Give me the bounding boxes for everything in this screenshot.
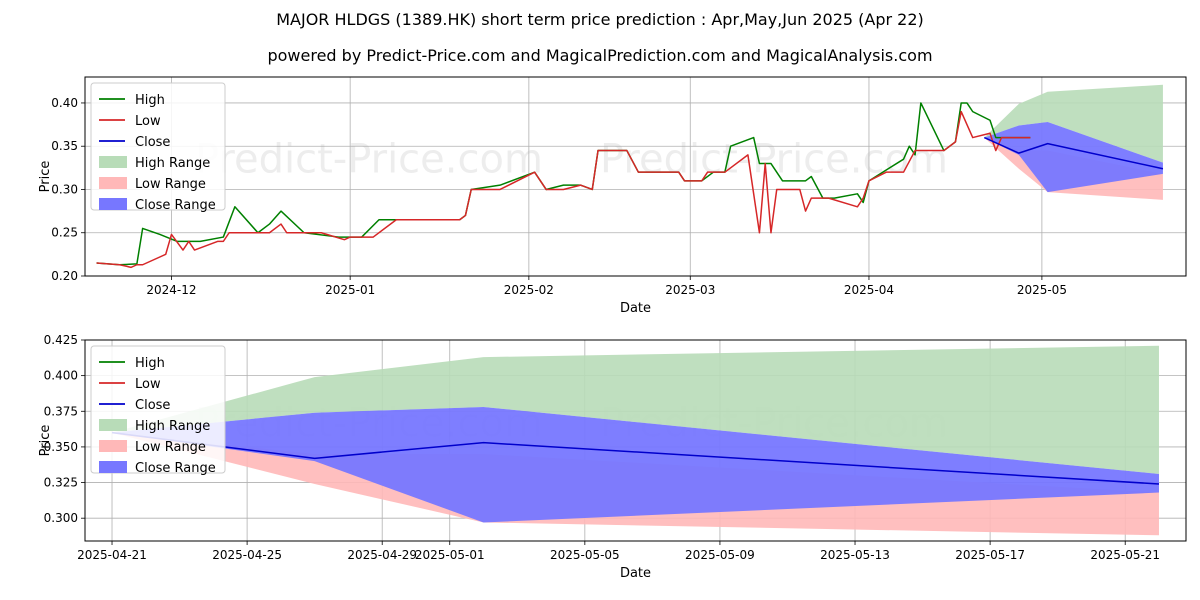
legend-label: Close	[135, 135, 170, 150]
x-tick-label: 2025-04-29	[347, 548, 417, 562]
legend-label: Close Range	[135, 198, 216, 213]
high-series-line	[96, 102, 1031, 266]
x-tick-label: 2025-03	[665, 283, 715, 297]
plot-frame	[84, 76, 1187, 277]
legend-swatch	[99, 177, 127, 189]
x-tick-label: 2025-04	[844, 283, 894, 297]
legend: High Low Close High Range Low Range Close Ran…	[90, 82, 226, 213]
legend-label: Low	[135, 377, 161, 392]
x-tick-label: 2025-02	[504, 283, 554, 297]
x-axis-label: Date	[620, 566, 651, 581]
legend-label: Low Range	[135, 177, 206, 192]
plot-area	[96, 84, 1164, 269]
chart-title: MAJOR HLDGS (1389.HK) short term price p…	[276, 10, 924, 29]
x-tick-label: 2025-05-09	[685, 548, 755, 562]
watermark: Predict-Price.com	[600, 137, 948, 183]
chart-panel-1: Predict-Price.com Predict-Price.com 0.20 0.…	[38, 76, 1187, 316]
chart-subtitle: powered by Predict-Price.com and Magical…	[267, 46, 933, 65]
high-range-band	[112, 345, 1159, 474]
y-tick-label: 0.375	[44, 404, 78, 418]
y-tick-label: 0.30	[51, 182, 78, 196]
plot-area	[111, 345, 1160, 536]
x-tick-label: 2025-05-13	[820, 548, 890, 562]
x-tick-label: 2025-05-17	[955, 548, 1025, 562]
legend-swatch	[99, 440, 127, 452]
legend-swatch	[99, 198, 127, 210]
plot-frame	[84, 339, 1187, 542]
y-axis-label: Price	[38, 161, 53, 193]
close-range-band	[112, 407, 1159, 523]
legend-label: Close	[135, 398, 170, 413]
legend-swatch	[99, 461, 127, 473]
x-tick-label: 2025-04-21	[77, 548, 147, 562]
chart-panel-2: Predict-Price.comPredict-Price.com0.3000…	[38, 333, 1187, 581]
low-series-line	[96, 110, 1031, 269]
close-series-line	[983, 136, 1164, 170]
legend: High Low Close High Range Low Range Close Ran…	[90, 345, 226, 476]
y-tick-label: 0.425	[44, 333, 78, 347]
legend-label: High	[135, 93, 165, 108]
x-tick-label: 2025-05-21	[1090, 548, 1160, 562]
x-tick-label: 2024-12	[146, 283, 196, 297]
x-tick-label: 2025-04-25	[212, 548, 282, 562]
x-axis-label: Date	[620, 301, 651, 316]
close-range-band	[984, 121, 1163, 193]
legend-label: Low	[135, 114, 161, 129]
x-tick-label: 2025-05-01	[415, 548, 485, 562]
watermark: Predict-Price.com	[195, 137, 543, 183]
y-tick-label: 0.35	[51, 139, 78, 153]
y-tick-label: 0.300	[44, 511, 78, 525]
legend-label: Low Range	[135, 440, 206, 455]
y-tick-label: 0.350	[44, 440, 78, 454]
y-tick-label: 0.25	[51, 226, 78, 240]
x-tick-label: 2025-01	[325, 283, 375, 297]
y-tick-label: 0.325	[44, 476, 78, 490]
x-tick-label: 2025-05-05	[550, 548, 620, 562]
legend-swatch	[99, 156, 127, 168]
legend-label: Close Range	[135, 461, 216, 476]
legend-label: High Range	[135, 419, 210, 434]
legend-swatch	[99, 419, 127, 431]
high-range-band	[984, 84, 1163, 163]
y-tick-label: 0.400	[44, 369, 78, 383]
y-tick-label: 0.40	[51, 96, 78, 110]
legend-label: High Range	[135, 156, 210, 171]
y-axis-label: Price	[38, 425, 53, 457]
y-tick-label: 0.20	[51, 269, 78, 283]
x-tick-label: 2025-05	[1017, 283, 1067, 297]
legend-label: High	[135, 356, 165, 371]
